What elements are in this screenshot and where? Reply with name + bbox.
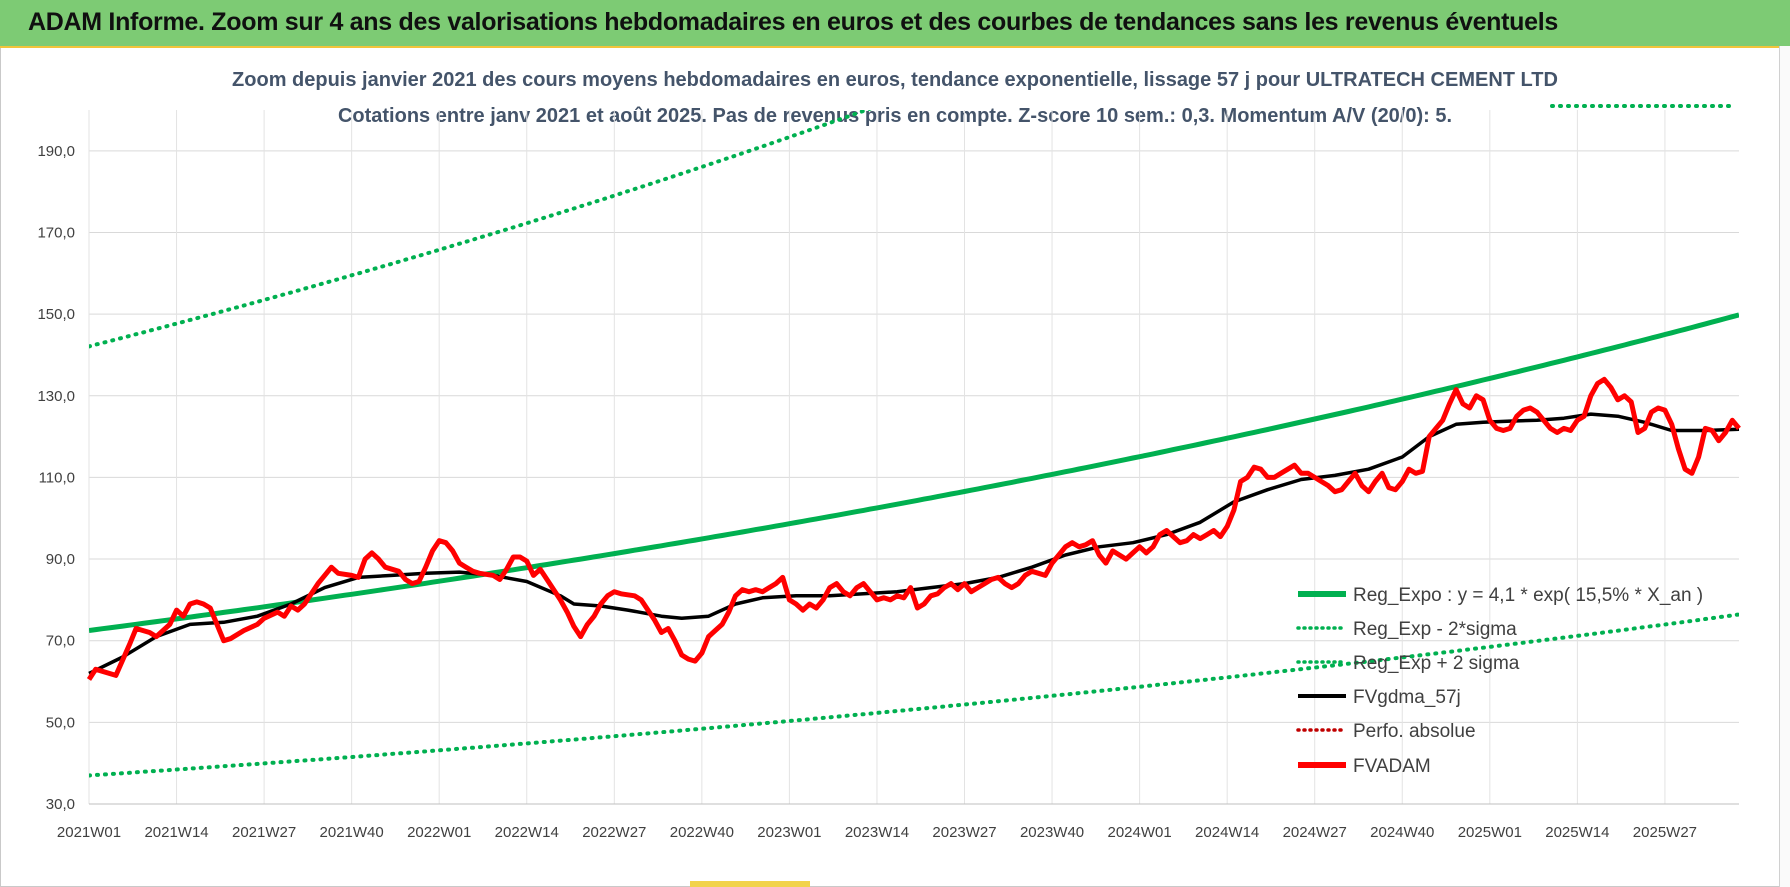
legend: Reg_Expo : y = 4,1 * exp( 15,5% * X_an )… [1296, 585, 1703, 777]
legend-label: Reg_Expo : y = 4,1 * exp( 15,5% * X_an ) [1353, 585, 1703, 606]
series-layer [86, 104, 1741, 778]
x-tick-label: 2021W27 [232, 824, 296, 841]
legend-label: FVgdma_57j [1353, 687, 1461, 708]
x-tick-label: 2025W14 [1545, 824, 1609, 841]
x-tick-label: 2022W01 [407, 824, 471, 841]
x-tick-label: 2023W40 [1020, 824, 1084, 841]
x-tick-label: 2021W40 [320, 824, 384, 841]
axis-labels: 30,0 50,0 70,0 90,0 110,0 130,0 150,0 170,0 190,… [37, 143, 1697, 841]
legend-label: Reg_Exp + 2 sigma [1353, 653, 1520, 674]
grid [88, 110, 1739, 805]
x-tick-label: 2024W27 [1283, 824, 1347, 841]
chart-svg: Zoom depuis janvier 2021 des cours moyen… [37, 69, 1741, 841]
x-tick-label: 2022W40 [670, 824, 734, 841]
x-tick-label: 2023W01 [757, 824, 821, 841]
legend-label: FVADAM [1353, 756, 1431, 777]
x-tick-label: 2024W14 [1195, 824, 1259, 841]
x-tick-label: 2024W40 [1370, 824, 1434, 841]
x-tick-label: 2022W14 [495, 824, 559, 841]
upper-band-line [89, 110, 872, 349]
page-title: ADAM Informe. Zoom sur 4 ans des valoris… [28, 8, 1558, 36]
x-tick-label: 2024W01 [1108, 824, 1172, 841]
x-tick-label: 2025W27 [1633, 824, 1697, 841]
chart-title-line2: Cotations entre janv 2021 et août 2025. … [338, 105, 1452, 127]
scrollbar-edge [1779, 46, 1790, 887]
y-tick-label: 130,0 [37, 388, 75, 405]
x-tick-label: 2022W27 [582, 824, 646, 841]
y-tick-label: 30,0 [46, 796, 75, 813]
x-tick-label: 2021W14 [144, 824, 208, 841]
bottom-accent [690, 881, 810, 887]
x-tick-label: 2025W01 [1458, 824, 1522, 841]
x-tick-label: 2023W14 [845, 824, 909, 841]
y-tick-label: 110,0 [39, 469, 75, 486]
y-tick-label: 50,0 [46, 714, 75, 731]
y-tick-label: 70,0 [46, 633, 75, 650]
header-banner: ADAM Informe. Zoom sur 4 ans des valoris… [0, 0, 1790, 48]
y-tick-label: 150,0 [37, 306, 75, 323]
x-tick-label: 2021W01 [57, 824, 121, 841]
fvadam-line [86, 376, 1741, 681]
legend-label: Perfo. absolue [1353, 721, 1476, 742]
y-tick-label: 90,0 [46, 551, 75, 568]
fvgdma-line [88, 412, 1740, 675]
x-tick-label: 2023W27 [932, 824, 996, 841]
legend-label: Reg_Exp - 2*sigma [1353, 619, 1517, 640]
chart-title-line1: Zoom depuis janvier 2021 des cours moyen… [232, 69, 1558, 91]
trend-line [89, 312, 1739, 633]
y-tick-label: 170,0 [37, 224, 75, 241]
y-tick-label: 190,0 [37, 143, 75, 160]
